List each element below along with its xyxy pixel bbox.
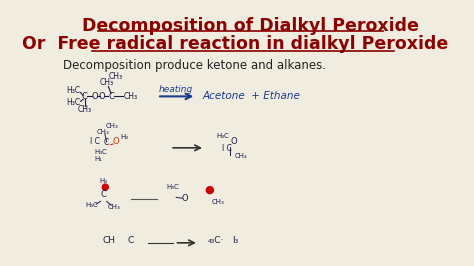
Text: CH₃: CH₃ xyxy=(106,123,118,129)
Text: C: C xyxy=(128,236,134,245)
Text: H₃: H₃ xyxy=(99,178,107,184)
Text: C: C xyxy=(82,92,88,101)
Text: ●: ● xyxy=(204,184,214,194)
Text: CH₄: CH₄ xyxy=(234,153,247,159)
Text: CH₃: CH₃ xyxy=(107,204,120,210)
Text: ●: ● xyxy=(100,182,109,192)
Text: H₃C: H₃C xyxy=(216,133,229,139)
Text: heating: heating xyxy=(159,85,193,94)
Text: H₃C: H₃C xyxy=(166,184,179,190)
Text: H₃C: H₃C xyxy=(94,149,107,155)
Text: H₁: H₁ xyxy=(95,156,103,162)
Text: l C: l C xyxy=(90,137,100,146)
Text: H₃C: H₃C xyxy=(66,98,81,107)
Text: CH₃: CH₃ xyxy=(78,105,92,114)
Text: CH₃: CH₃ xyxy=(211,199,224,205)
Text: Or  Free radical reaction in dialkyl Peroxide: Or Free radical reaction in dialkyl Pero… xyxy=(22,35,448,53)
Text: O: O xyxy=(112,137,118,146)
Text: C: C xyxy=(108,92,114,101)
Text: O: O xyxy=(182,194,188,203)
Text: CH: CH xyxy=(103,236,116,245)
Text: H₃C: H₃C xyxy=(66,86,81,95)
Text: CH₃: CH₃ xyxy=(100,78,114,87)
Text: H₃: H₃ xyxy=(120,134,128,140)
Text: C: C xyxy=(104,138,109,147)
Text: Decomposition of Dialkyl Peroxide: Decomposition of Dialkyl Peroxide xyxy=(82,17,419,35)
Text: l C: l C xyxy=(222,144,232,153)
Text: ₄₃C·: ₄₃C· xyxy=(207,236,224,245)
Text: Decomposition produce ketone and alkanes.: Decomposition produce ketone and alkanes… xyxy=(63,59,326,72)
Text: I₃: I₃ xyxy=(232,236,238,245)
Text: CH₃: CH₃ xyxy=(124,92,138,101)
Text: O: O xyxy=(230,137,237,146)
Text: O: O xyxy=(99,92,106,101)
Text: C: C xyxy=(100,190,106,199)
Text: CH₃: CH₃ xyxy=(108,72,122,81)
Text: Acetone  + Ethane: Acetone + Ethane xyxy=(202,92,300,101)
Text: O: O xyxy=(91,92,98,101)
Text: CH₃: CH₃ xyxy=(97,129,109,135)
Text: H₃C: H₃C xyxy=(85,202,98,208)
